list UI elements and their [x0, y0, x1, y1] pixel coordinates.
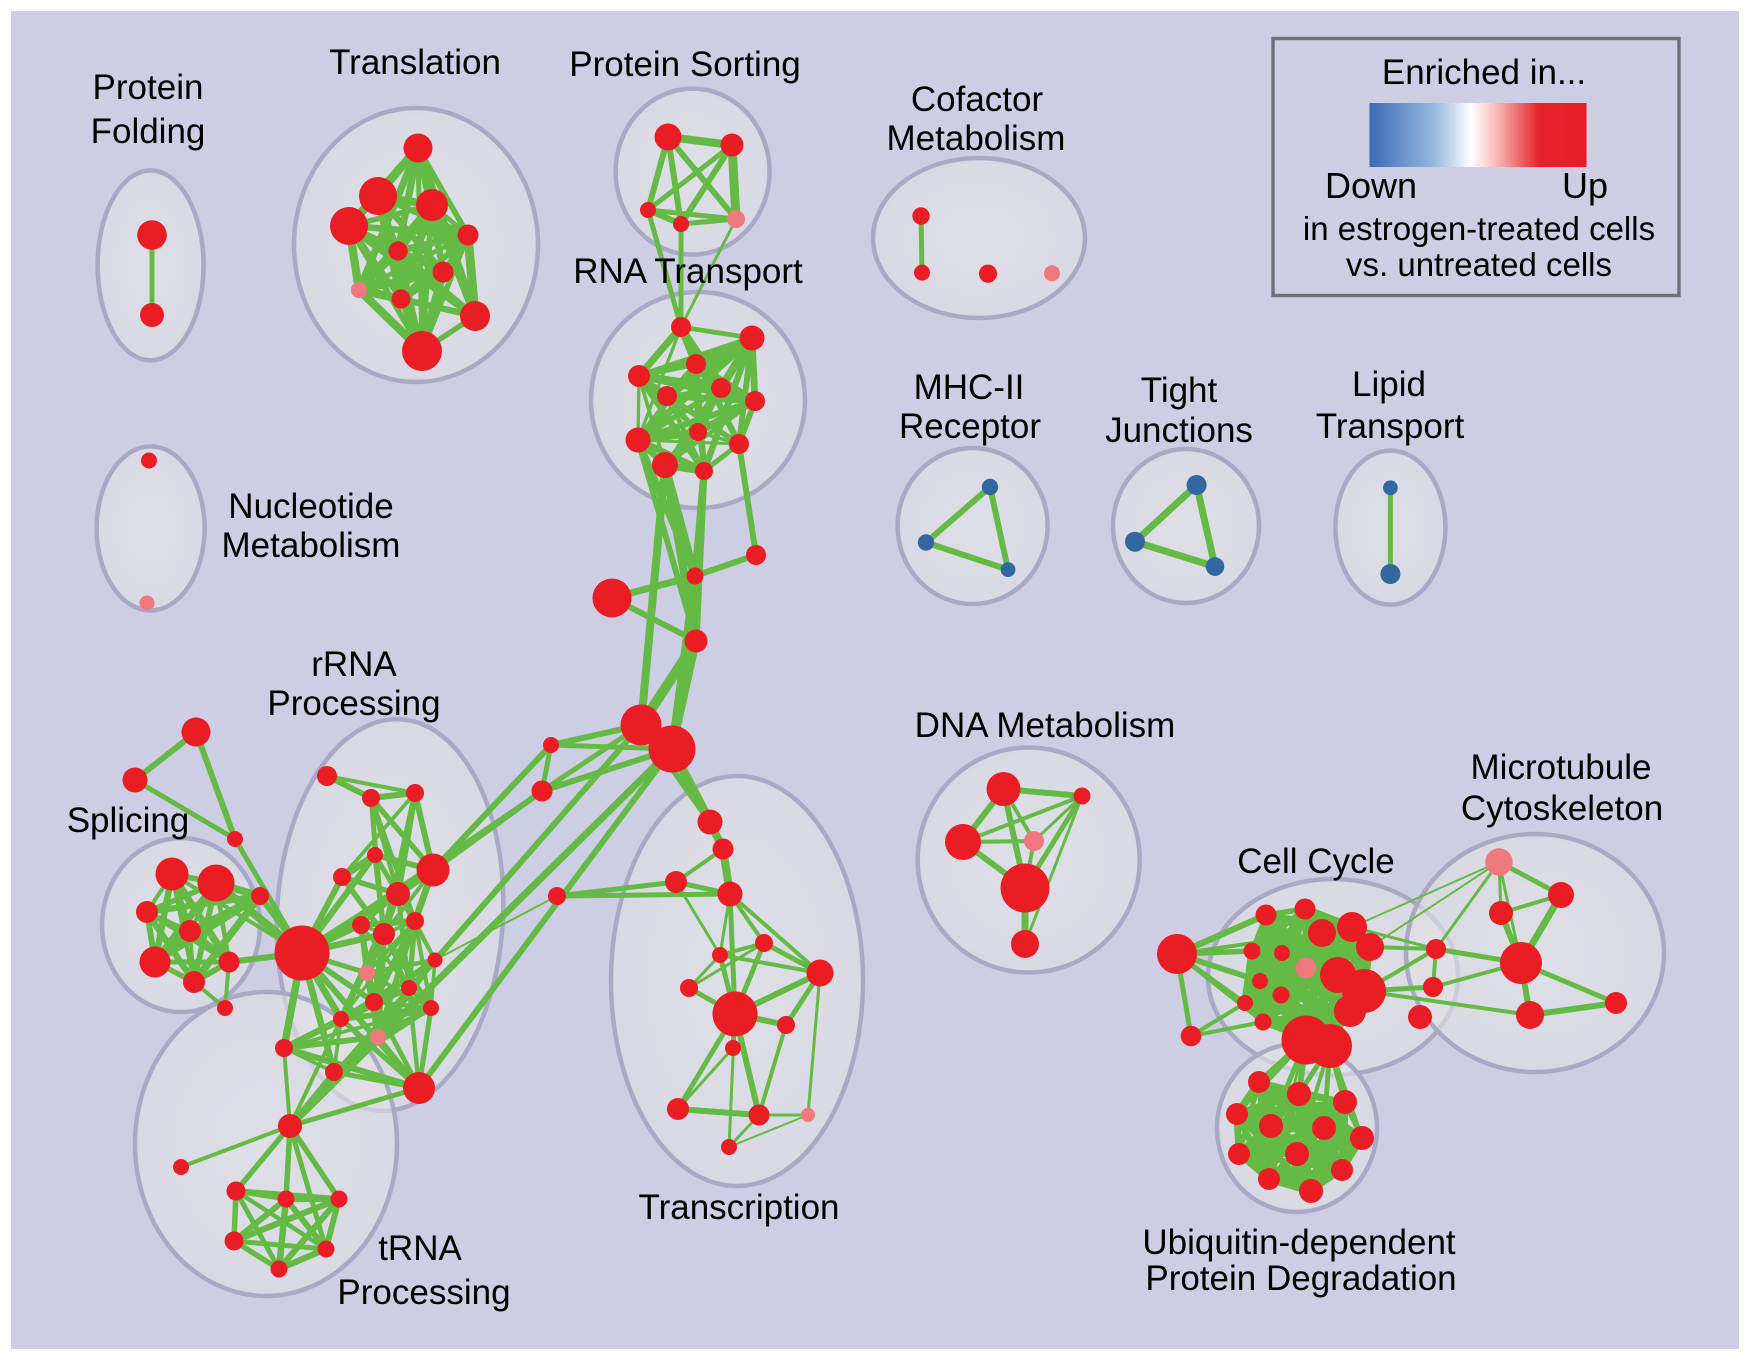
svg-text:Cofactor: Cofactor	[911, 80, 1044, 119]
svg-text:Transport: Transport	[1316, 407, 1465, 446]
svg-text:Enriched in...: Enriched in...	[1382, 53, 1586, 92]
svg-text:in estrogen-treated cells: in estrogen-treated cells	[1303, 210, 1655, 247]
svg-text:Metabolism: Metabolism	[222, 526, 401, 565]
svg-text:Up: Up	[1562, 165, 1608, 206]
svg-text:vs. untreated cells: vs. untreated cells	[1346, 246, 1612, 283]
svg-text:Down: Down	[1325, 165, 1417, 206]
svg-text:Translation: Translation	[329, 43, 501, 82]
svg-text:DNA Metabolism: DNA Metabolism	[915, 706, 1176, 745]
svg-text:Microtubule: Microtubule	[1471, 748, 1652, 787]
svg-text:Cytoskeleton: Cytoskeleton	[1461, 789, 1663, 828]
svg-text:Lipid: Lipid	[1352, 365, 1426, 404]
svg-text:Splicing: Splicing	[67, 801, 190, 840]
svg-text:Cell Cycle: Cell Cycle	[1237, 842, 1395, 881]
svg-text:Processing: Processing	[267, 684, 440, 723]
svg-text:MHC-II: MHC-II	[914, 368, 1025, 407]
svg-text:Folding: Folding	[91, 112, 206, 151]
svg-text:tRNA: tRNA	[378, 1229, 462, 1268]
svg-text:RNA Transport: RNA Transport	[573, 252, 803, 291]
svg-text:Protein Degradation: Protein Degradation	[1145, 1259, 1456, 1298]
svg-text:rRNA: rRNA	[311, 645, 397, 684]
svg-text:Metabolism: Metabolism	[887, 119, 1066, 158]
svg-text:Ubiquitin-dependent: Ubiquitin-dependent	[1142, 1223, 1456, 1262]
svg-text:Nucleotide: Nucleotide	[228, 487, 393, 526]
svg-text:Junctions: Junctions	[1105, 411, 1253, 450]
svg-text:Protein: Protein	[93, 68, 204, 107]
svg-text:Transcription: Transcription	[639, 1188, 840, 1227]
svg-text:Processing: Processing	[337, 1273, 510, 1312]
svg-text:Tight: Tight	[1141, 371, 1218, 410]
svg-text:Receptor: Receptor	[899, 407, 1041, 446]
svg-text:Protein Sorting: Protein Sorting	[569, 45, 801, 84]
